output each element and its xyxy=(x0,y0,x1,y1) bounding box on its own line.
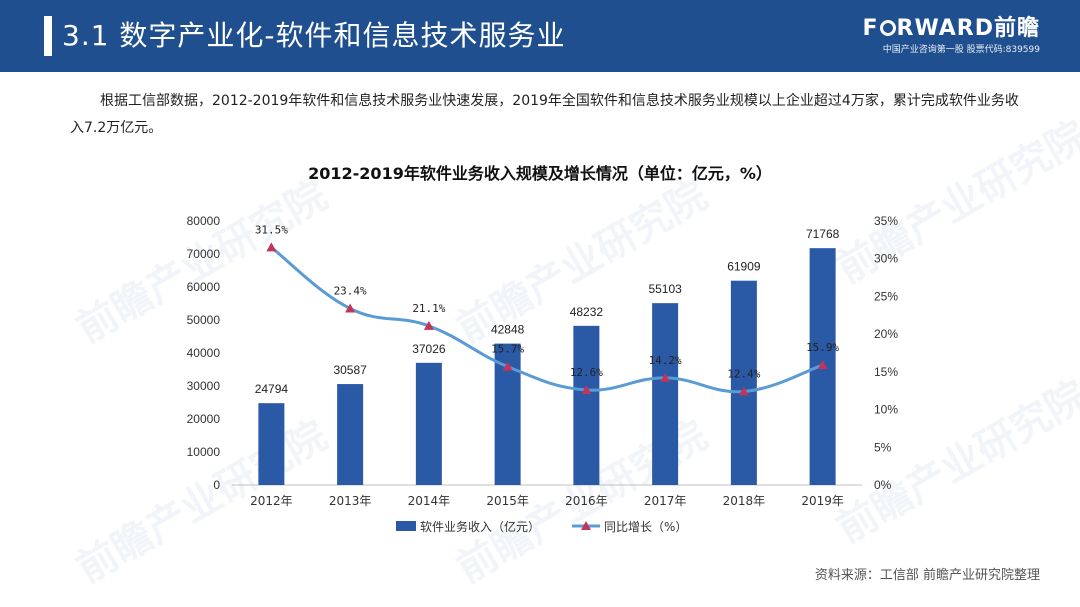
legend-line-marker xyxy=(581,521,591,530)
y-right-tick-label: 10% xyxy=(874,403,898,417)
growth-point xyxy=(660,372,671,382)
logo-ring-icon xyxy=(879,20,896,36)
x-tick-label: 2012年 xyxy=(250,494,293,508)
logo-text-post: RWARD前瞻 xyxy=(896,16,1040,41)
logo-wordmark: F RWARD前瞻 xyxy=(863,16,1040,42)
y-right-tick-label: 30% xyxy=(874,252,898,266)
bar xyxy=(573,325,600,485)
growth-point xyxy=(738,386,749,396)
page-title: 3.1 数字产业化-软件和信息技术服务业 xyxy=(62,19,566,52)
logo-text-pre: F xyxy=(862,16,879,41)
bar-value-label: 30587 xyxy=(333,363,367,377)
x-tick-label: 2019年 xyxy=(801,494,844,508)
growth-value-label: 31.5% xyxy=(255,223,288,236)
growth-point xyxy=(502,361,513,371)
y-left-tick-label: 30000 xyxy=(187,379,221,393)
bar-value-label: 24794 xyxy=(255,382,289,396)
y-left-tick-label: 50000 xyxy=(187,313,221,327)
y-right-tick-label: 5% xyxy=(874,440,892,454)
growth-point xyxy=(581,384,592,394)
bar xyxy=(258,403,285,485)
legend-bar-label: 软件业务收入（亿元） xyxy=(420,519,540,534)
bar xyxy=(337,384,364,485)
y-left-tick-label: 10000 xyxy=(187,445,221,459)
y-right-tick-label: 15% xyxy=(874,365,898,379)
bar xyxy=(415,362,442,485)
growth-value-label: 12.4% xyxy=(727,367,760,380)
growth-value-label: 15.7% xyxy=(491,343,524,356)
forward-logo: F RWARD前瞻 中国产业咨询第一股 股票代码:839599 xyxy=(863,16,1040,56)
growth-point xyxy=(423,320,434,330)
growth-point xyxy=(266,242,277,252)
legend-bar-swatch xyxy=(396,521,416,531)
y-right-tick-label: 35% xyxy=(874,214,898,228)
growth-value-label: 12.6% xyxy=(570,366,603,379)
growth-value-label: 21.1% xyxy=(412,302,445,315)
growth-value-label: 15.9% xyxy=(806,341,839,354)
header-accent-bar xyxy=(44,16,52,56)
bar xyxy=(652,303,679,485)
x-tick-label: 2016年 xyxy=(565,494,608,508)
growth-point xyxy=(345,303,356,313)
growth-value-label: 23.4% xyxy=(334,284,367,297)
header-banner: 3.1 数字产业化-软件和信息技术服务业 F RWARD前瞻 中国产业咨询第一股 … xyxy=(0,0,1080,72)
growth-point xyxy=(817,360,828,370)
y-right-tick-label: 20% xyxy=(874,327,898,341)
x-tick-label: 2017年 xyxy=(644,494,687,508)
legend-line-label: 同比增长（%） xyxy=(604,520,687,534)
x-tick-label: 2018年 xyxy=(723,494,766,508)
bar-value-label: 71768 xyxy=(806,227,840,241)
chart-title: 2012-2019年软件业务收入规模及增长情况（单位：亿元，%） xyxy=(308,164,772,183)
y-left-tick-label: 20000 xyxy=(187,412,221,426)
intro-paragraph: 根据工信部数据，2012-2019年软件和信息技术服务业快速发展，2019年全国… xyxy=(70,93,1019,136)
bar-value-label: 48232 xyxy=(570,305,604,319)
x-tick-label: 2014年 xyxy=(408,494,451,508)
y-right-tick-label: 25% xyxy=(874,289,898,303)
y-right-tick-label: 0% xyxy=(874,478,892,492)
y-left-tick-label: 40000 xyxy=(187,346,221,360)
y-left-tick-label: 80000 xyxy=(187,214,221,228)
y-left-tick-label: 60000 xyxy=(187,280,221,294)
bar-value-label: 37026 xyxy=(412,342,446,356)
growth-value-label: 14.2% xyxy=(649,354,682,367)
bar xyxy=(730,280,757,485)
bar-value-label: 61909 xyxy=(727,260,761,274)
bar-value-label: 42848 xyxy=(491,323,525,337)
bar-value-label: 55103 xyxy=(648,282,682,296)
logo-subtitle: 中国产业咨询第一股 股票代码:839599 xyxy=(882,45,1040,55)
source-note: 资料来源：工信部 前瞻产业研究院整理 xyxy=(814,568,1040,583)
y-left-tick-label: 0 xyxy=(213,478,220,492)
x-tick-label: 2013年 xyxy=(329,494,372,508)
y-left-tick-label: 70000 xyxy=(187,247,221,261)
x-tick-label: 2015年 xyxy=(486,494,529,508)
